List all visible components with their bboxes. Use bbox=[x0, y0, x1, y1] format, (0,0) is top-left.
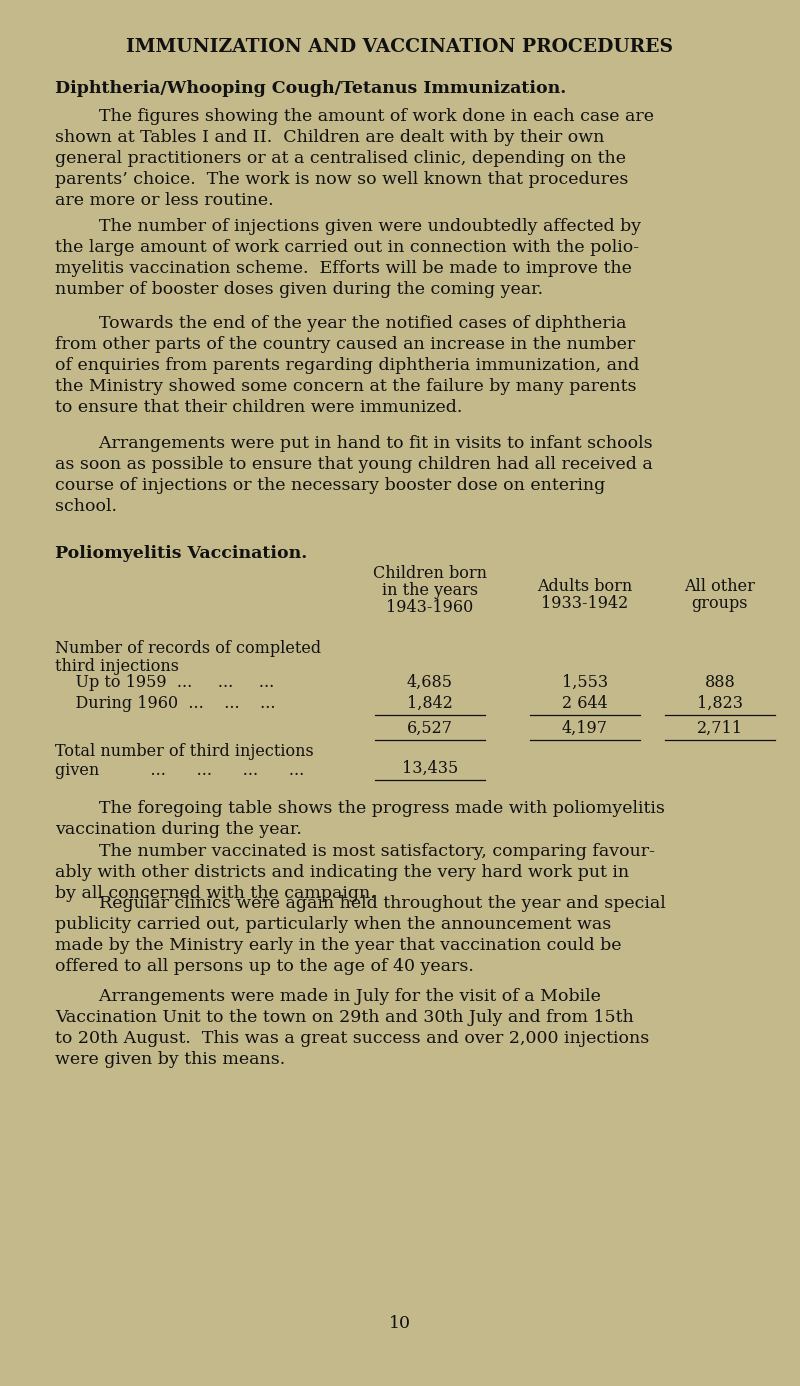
Text: 6,527: 6,527 bbox=[407, 719, 453, 737]
Text: of enquiries from parents regarding diphtheria immunization, and: of enquiries from parents regarding diph… bbox=[55, 358, 639, 374]
Text: All other: All other bbox=[685, 578, 755, 595]
Text: 13,435: 13,435 bbox=[402, 760, 458, 778]
Text: in the years: in the years bbox=[382, 582, 478, 599]
Text: 10: 10 bbox=[389, 1315, 411, 1332]
Text: are more or less routine.: are more or less routine. bbox=[55, 193, 274, 209]
Text: myelitis vaccination scheme.  Efforts will be made to improve the: myelitis vaccination scheme. Efforts wil… bbox=[55, 261, 632, 277]
Text: Arrangements were made in July for the visit of a Mobile: Arrangements were made in July for the v… bbox=[55, 988, 601, 1005]
Text: Arrangements were put in hand to fit in visits to infant schools: Arrangements were put in hand to fit in … bbox=[55, 435, 653, 452]
Text: 1943-1960: 1943-1960 bbox=[386, 599, 474, 615]
Text: IMMUNIZATION AND VACCINATION PROCEDURES: IMMUNIZATION AND VACCINATION PROCEDURES bbox=[126, 37, 674, 55]
Text: publicity carried out, particularly when the announcement was: publicity carried out, particularly when… bbox=[55, 916, 611, 933]
Text: to ensure that their children were immunized.: to ensure that their children were immun… bbox=[55, 399, 462, 416]
Text: the Ministry showed some concern at the failure by many parents: the Ministry showed some concern at the … bbox=[55, 378, 637, 395]
Text: 888: 888 bbox=[705, 674, 735, 692]
Text: 2 644: 2 644 bbox=[562, 694, 608, 712]
Text: the large amount of work carried out in connection with the polio-: the large amount of work carried out in … bbox=[55, 238, 639, 256]
Text: Diphtheria/Whooping Cough/Tetanus Immunization.: Diphtheria/Whooping Cough/Tetanus Immuni… bbox=[55, 80, 566, 97]
Text: made by the Ministry early in the year that vaccination could be: made by the Ministry early in the year t… bbox=[55, 937, 622, 954]
Text: Vaccination Unit to the town on 29th and 30th July and from 15th: Vaccination Unit to the town on 29th and… bbox=[55, 1009, 634, 1026]
Text: were given by this means.: were given by this means. bbox=[55, 1051, 286, 1069]
Text: vaccination during the year.: vaccination during the year. bbox=[55, 821, 302, 839]
Text: Towards the end of the year the notified cases of diphtheria: Towards the end of the year the notified… bbox=[55, 315, 626, 333]
Text: shown at Tables I and II.  Children are dealt with by their own: shown at Tables I and II. Children are d… bbox=[55, 129, 604, 146]
Text: course of injections or the necessary booster dose on entering: course of injections or the necessary bo… bbox=[55, 477, 606, 493]
Text: from other parts of the country caused an increase in the number: from other parts of the country caused a… bbox=[55, 335, 635, 353]
Text: school.: school. bbox=[55, 498, 117, 516]
Text: parents’ choice.  The work is now so well known that procedures: parents’ choice. The work is now so well… bbox=[55, 170, 628, 188]
Text: Poliomyelitis Vaccination.: Poliomyelitis Vaccination. bbox=[55, 545, 307, 561]
Text: number of booster doses given during the coming year.: number of booster doses given during the… bbox=[55, 281, 543, 298]
Text: to 20th August.  This was a great success and over 2,000 injections: to 20th August. This was a great success… bbox=[55, 1030, 650, 1046]
Text: The figures showing the amount of work done in each case are: The figures showing the amount of work d… bbox=[55, 108, 654, 125]
Text: by all concerned with the campaign.: by all concerned with the campaign. bbox=[55, 886, 376, 902]
Text: The number vaccinated is most satisfactory, comparing favour-: The number vaccinated is most satisfacto… bbox=[55, 843, 655, 859]
Text: Children born: Children born bbox=[373, 565, 487, 582]
Text: During 1960  ...    ...    ...: During 1960 ... ... ... bbox=[55, 694, 275, 712]
Text: groups: groups bbox=[692, 595, 748, 613]
Text: Regular clinics were again held throughout the year and special: Regular clinics were again held througho… bbox=[55, 895, 666, 912]
Text: 2,711: 2,711 bbox=[697, 719, 743, 737]
Text: Adults born: Adults born bbox=[538, 578, 633, 595]
Text: third injections: third injections bbox=[55, 658, 179, 675]
Text: 1,842: 1,842 bbox=[407, 694, 453, 712]
Text: general practitioners or at a centralised clinic, depending on the: general practitioners or at a centralise… bbox=[55, 150, 626, 166]
Text: 4,685: 4,685 bbox=[407, 674, 453, 692]
Text: given          ...      ...      ...      ...: given ... ... ... ... bbox=[55, 762, 304, 779]
Text: as soon as possible to ensure that young children had all received a: as soon as possible to ensure that young… bbox=[55, 456, 653, 473]
Text: The number of injections given were undoubtedly affected by: The number of injections given were undo… bbox=[55, 218, 641, 236]
Text: Number of records of completed: Number of records of completed bbox=[55, 640, 321, 657]
Text: offered to all persons up to the age of 40 years.: offered to all persons up to the age of … bbox=[55, 958, 474, 974]
Text: 1,823: 1,823 bbox=[697, 694, 743, 712]
Text: Up to 1959  ...     ...     ...: Up to 1959 ... ... ... bbox=[55, 674, 274, 692]
Text: 1,553: 1,553 bbox=[562, 674, 608, 692]
Text: The foregoing table shows the progress made with poliomyelitis: The foregoing table shows the progress m… bbox=[55, 800, 665, 816]
Text: 1933-1942: 1933-1942 bbox=[542, 595, 629, 613]
Text: ably with other districts and indicating the very hard work put in: ably with other districts and indicating… bbox=[55, 863, 629, 881]
Text: 4,197: 4,197 bbox=[562, 719, 608, 737]
Text: Total number of third injections: Total number of third injections bbox=[55, 743, 314, 760]
